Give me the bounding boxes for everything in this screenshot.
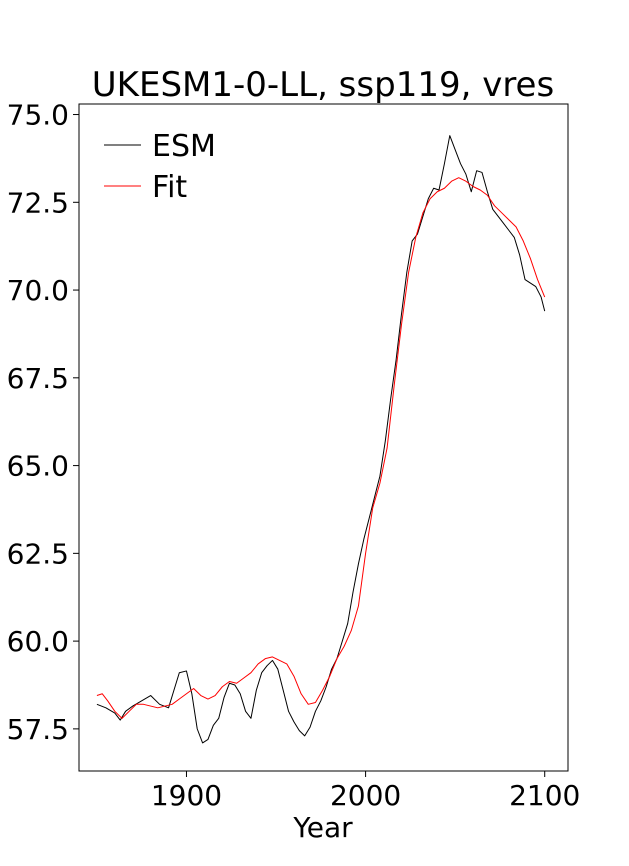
y-tick-label: 65.0 <box>7 450 69 483</box>
legend: ESM Fit <box>104 129 216 205</box>
chart-title: UKESM1-0-LL, ssp119, vres <box>92 65 554 105</box>
y-tick-label: 67.5 <box>7 362 69 395</box>
y-tick-label: 57.5 <box>7 713 69 746</box>
x-axis-label: Year <box>292 811 353 844</box>
x-axis: 1900 2000 2100 <box>151 771 580 812</box>
y-tick-label: 75.0 <box>7 99 69 132</box>
plot-area <box>96 135 546 744</box>
series-line-fit <box>96 177 546 719</box>
y-tick-label: 60.0 <box>7 625 69 658</box>
x-tick-label: 2100 <box>509 779 580 812</box>
y-axis: 57.5 60.0 62.5 65.0 67.5 70.0 72.5 75.0 <box>7 99 79 746</box>
x-tick-label: 2000 <box>330 779 401 812</box>
legend-label-fit: Fit <box>152 170 187 205</box>
y-tick-label: 70.0 <box>7 274 69 307</box>
plot-frame <box>78 103 569 772</box>
y-tick-label: 62.5 <box>7 537 69 570</box>
legend-label-esm: ESM <box>152 129 216 164</box>
y-tick-label: 72.5 <box>7 186 69 219</box>
x-tick-label: 1900 <box>151 779 222 812</box>
